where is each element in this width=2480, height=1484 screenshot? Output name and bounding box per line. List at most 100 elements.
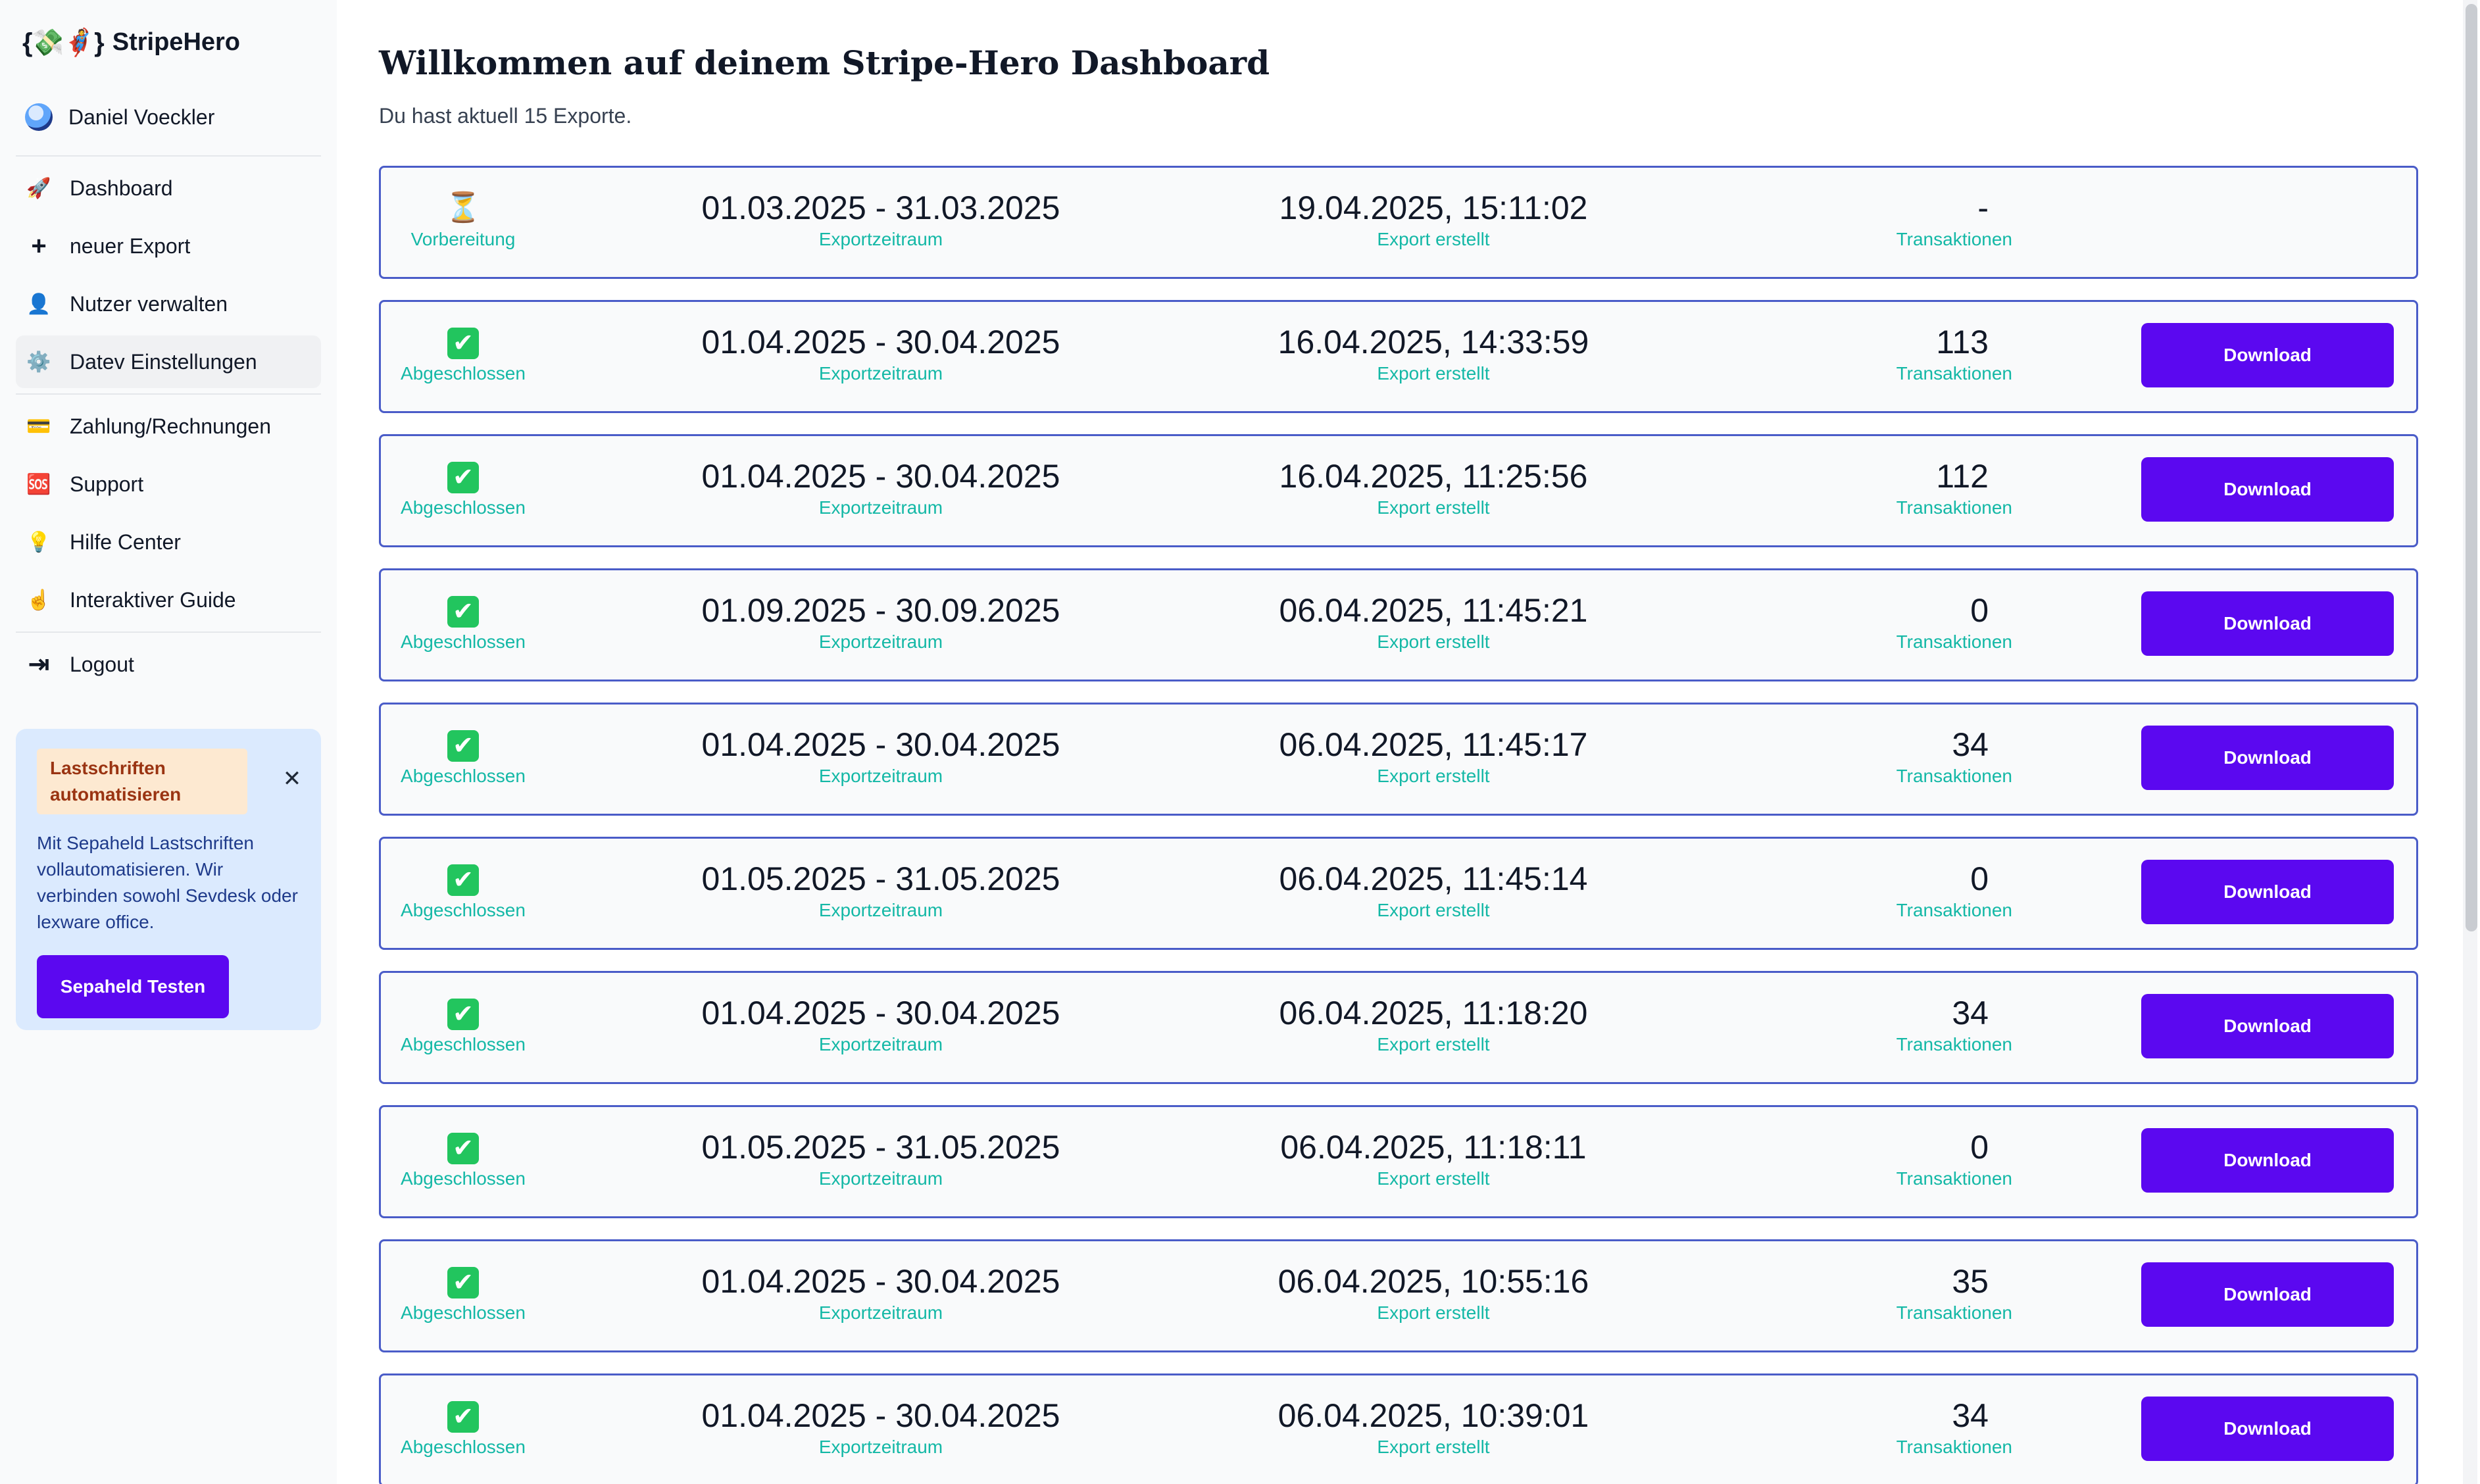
sidebar-item-label: Support (70, 472, 144, 496)
transactions-label: Transaktionen (1896, 363, 2012, 383)
sepaheld-test-button[interactable]: Sepaheld Testen (37, 955, 229, 1018)
download-button[interactable]: Download (2141, 1128, 2394, 1193)
sidebar-item-guide[interactable]: ☝️ Interaktiver Guide (16, 574, 321, 626)
download-button[interactable]: Download (2141, 860, 2394, 924)
export-row: ✔ Abgeschlossen 01.04.2025 - 30.04.2025 … (379, 703, 2418, 816)
sidebar-item-new-export[interactable]: + neuer Export (16, 220, 321, 272)
period-label: Exportzeitraum (818, 1168, 943, 1189)
sidebar-item-label: Nutzer verwalten (70, 291, 228, 316)
transactions-value: 113 (1936, 324, 1989, 360)
status-label: Abgeschlossen (401, 1034, 526, 1054)
divider (16, 393, 321, 395)
download-button[interactable]: Download (2141, 1262, 2394, 1327)
promo-badge: Lastschriften automatisieren (37, 749, 247, 814)
export-created: 16.04.2025, 11:25:56 Export erstellt (1262, 456, 1604, 519)
download-button[interactable]: Download (2141, 1397, 2394, 1461)
transactions-value: 35 (1952, 1263, 1989, 1300)
created-label: Export erstellt (1377, 631, 1490, 652)
sidebar-item-datev-settings[interactable]: ⚙️ Datev Einstellungen (16, 335, 321, 388)
export-transactions: 0 Transaktionen (1795, 590, 2012, 653)
logout-button[interactable]: ⇥ Logout (16, 638, 321, 691)
sidebar-item-dashboard[interactable]: 🚀 Dashboard (16, 162, 321, 214)
transactions-label: Transaktionen (1896, 766, 2012, 786)
user-profile[interactable]: Daniel Voeckler (16, 84, 321, 150)
checkmark-icon: ✔ (447, 864, 479, 897)
sidebar-item-payments[interactable]: 💳 Zahlung/Rechnungen (16, 400, 321, 453)
created-value: 06.04.2025, 11:45:21 (1279, 592, 1588, 629)
promo-card: Lastschriften automatisieren ✕ Mit Sepah… (16, 729, 321, 1030)
sidebar: {💸🦸} StripeHero Daniel Voeckler 🚀 Dashbo… (0, 0, 337, 1484)
transactions-value: 0 (1970, 1129, 1989, 1166)
scrollbar-thumb[interactable] (2466, 4, 2477, 931)
period-value: 01.04.2025 - 30.04.2025 (701, 324, 1060, 360)
created-label: Export erstellt (1377, 1437, 1490, 1457)
checkmark-icon: ✔ (447, 730, 479, 762)
brand[interactable]: {💸🦸} StripeHero (16, 0, 321, 84)
hourglass-icon: ⏳ (445, 191, 482, 224)
export-row: ✔ Abgeschlossen 01.04.2025 - 30.04.2025 … (379, 1239, 2418, 1352)
export-created: 06.04.2025, 11:45:17 Export erstellt (1262, 724, 1604, 787)
download-button[interactable]: Download (2141, 994, 2394, 1058)
created-value: 06.04.2025, 10:39:01 (1277, 1397, 1589, 1434)
transactions-value: - (1977, 189, 1989, 226)
promo-text: Mit Sepaheld Lastschriften vollautomatis… (37, 833, 298, 932)
gear-icon: ⚙️ (26, 351, 51, 373)
divider (16, 631, 321, 633)
transactions-value: 0 (1970, 592, 1989, 629)
export-transactions: 34 Transaktionen (1795, 993, 2012, 1056)
status-label: Abgeschlossen (401, 900, 526, 920)
transactions-label: Transaktionen (1896, 1034, 2012, 1054)
created-label: Export erstellt (1377, 229, 1490, 249)
period-value: 01.05.2025 - 31.05.2025 (701, 860, 1060, 897)
created-label: Export erstellt (1377, 497, 1490, 518)
logout-label: Logout (70, 652, 134, 676)
checkmark-icon: ✔ (447, 1401, 479, 1433)
export-status: ⏳ Vorbereitung (401, 187, 526, 251)
transactions-label: Transaktionen (1896, 1437, 2012, 1457)
export-transactions: - Transaktionen (1795, 187, 2012, 251)
period-value: 01.04.2025 - 30.04.2025 (701, 726, 1060, 763)
period-label: Exportzeitraum (818, 363, 943, 383)
export-list: ⏳ Vorbereitung 01.03.2025 - 31.03.2025 E… (379, 166, 2418, 1484)
download-button[interactable]: Download (2141, 591, 2394, 656)
export-count-text: Du hast aktuell 15 Exporte. (379, 104, 632, 128)
logout-icon: ⇥ (28, 650, 50, 679)
sidebar-item-users[interactable]: 👤 Nutzer verwalten (16, 278, 321, 330)
close-icon[interactable]: ✕ (282, 766, 302, 791)
checkmark-icon: ✔ (447, 328, 479, 360)
created-label: Export erstellt (1377, 766, 1490, 786)
export-transactions: 0 Transaktionen (1795, 1127, 2012, 1190)
sidebar-item-support[interactable]: 🆘 Support (16, 458, 321, 510)
download-button[interactable]: Download (2141, 323, 2394, 387)
export-status: ✔ Abgeschlossen (401, 322, 526, 385)
avatar (25, 103, 53, 131)
export-status: ✔ Abgeschlossen (401, 1261, 526, 1324)
export-transactions: 35 Transaktionen (1795, 1261, 2012, 1324)
export-created: 06.04.2025, 11:45:14 Export erstellt (1262, 858, 1604, 922)
export-status: ✔ Abgeschlossen (401, 724, 526, 787)
period-label: Exportzeitraum (818, 1302, 943, 1323)
export-status: ✔ Abgeschlossen (401, 1127, 526, 1190)
checkmark-icon: ✔ (447, 999, 479, 1031)
created-value: 16.04.2025, 11:25:56 (1279, 458, 1588, 495)
plus-icon: + (31, 231, 47, 260)
created-label: Export erstellt (1377, 1034, 1490, 1054)
export-status: ✔ Abgeschlossen (401, 456, 526, 519)
export-status: ✔ Abgeschlossen (401, 993, 526, 1056)
status-label: Abgeschlossen (401, 766, 526, 786)
export-created: 19.04.2025, 15:11:02 Export erstellt (1262, 187, 1604, 251)
created-value: 06.04.2025, 11:18:11 (1280, 1129, 1587, 1166)
status-label: Abgeschlossen (401, 363, 526, 383)
checkmark-icon: ✔ (447, 596, 479, 628)
period-label: Exportzeitraum (818, 766, 943, 786)
period-value: 01.03.2025 - 31.03.2025 (701, 189, 1060, 226)
sidebar-item-help-center[interactable]: 💡 Hilfe Center (16, 516, 321, 568)
credit-card-icon: 💳 (26, 415, 51, 437)
sidebar-item-label: Interaktiver Guide (70, 587, 236, 612)
export-period: 01.04.2025 - 30.04.2025 Exportzeitraum (697, 993, 1065, 1056)
export-period: 01.05.2025 - 31.05.2025 Exportzeitraum (697, 1127, 1065, 1190)
download-button[interactable]: Download (2141, 457, 2394, 522)
download-button[interactable]: Download (2141, 726, 2394, 790)
divider (16, 155, 321, 157)
export-period: 01.04.2025 - 30.04.2025 Exportzeitraum (697, 724, 1065, 787)
